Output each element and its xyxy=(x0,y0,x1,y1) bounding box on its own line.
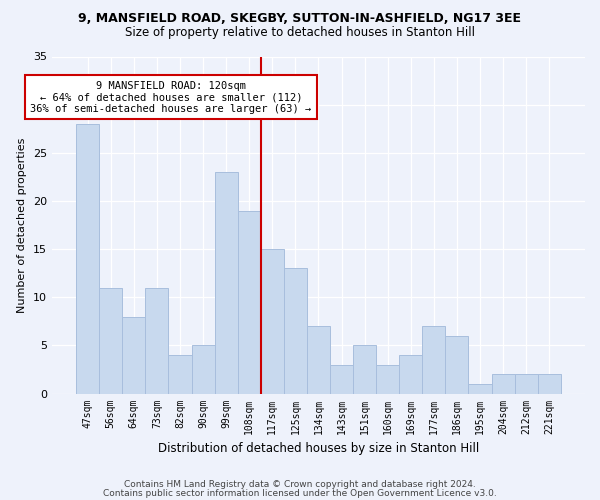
Bar xyxy=(376,364,399,394)
Bar xyxy=(399,355,422,394)
Bar xyxy=(215,172,238,394)
Bar xyxy=(238,210,261,394)
Text: Size of property relative to detached houses in Stanton Hill: Size of property relative to detached ho… xyxy=(125,26,475,39)
Text: Contains HM Land Registry data © Crown copyright and database right 2024.: Contains HM Land Registry data © Crown c… xyxy=(124,480,476,489)
Y-axis label: Number of detached properties: Number of detached properties xyxy=(17,138,28,312)
Bar xyxy=(122,316,145,394)
Bar xyxy=(491,374,515,394)
Bar xyxy=(99,288,122,394)
Bar xyxy=(445,336,469,394)
X-axis label: Distribution of detached houses by size in Stanton Hill: Distribution of detached houses by size … xyxy=(158,442,479,455)
Bar xyxy=(515,374,538,394)
Bar xyxy=(307,326,330,394)
Text: 9, MANSFIELD ROAD, SKEGBY, SUTTON-IN-ASHFIELD, NG17 3EE: 9, MANSFIELD ROAD, SKEGBY, SUTTON-IN-ASH… xyxy=(79,12,521,26)
Bar xyxy=(469,384,491,394)
Bar xyxy=(330,364,353,394)
Bar xyxy=(191,346,215,394)
Bar xyxy=(353,346,376,394)
Text: 9 MANSFIELD ROAD: 120sqm
← 64% of detached houses are smaller (112)
36% of semi-: 9 MANSFIELD ROAD: 120sqm ← 64% of detach… xyxy=(30,80,311,114)
Text: Contains public sector information licensed under the Open Government Licence v3: Contains public sector information licen… xyxy=(103,489,497,498)
Bar xyxy=(76,124,99,394)
Bar xyxy=(261,249,284,394)
Bar xyxy=(422,326,445,394)
Bar xyxy=(145,288,169,394)
Bar xyxy=(284,268,307,394)
Bar xyxy=(169,355,191,394)
Bar xyxy=(538,374,561,394)
